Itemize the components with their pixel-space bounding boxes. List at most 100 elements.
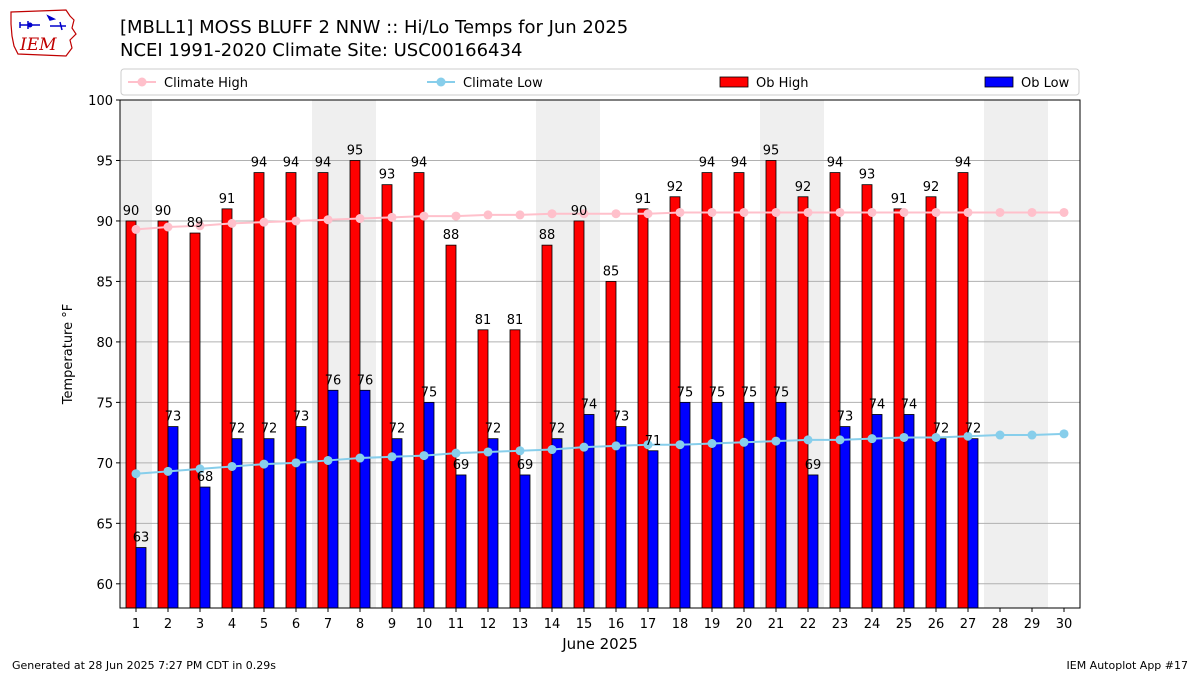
climate-low-point <box>707 439 717 449</box>
climate-low-point <box>323 455 333 465</box>
climate-low-line <box>135 432 1065 475</box>
ob-high-data-label: 92 <box>667 180 684 195</box>
ob-high-data-label: 81 <box>475 313 492 328</box>
ob-low-data-label: 74 <box>869 397 886 412</box>
ob-low-data-label: 72 <box>261 422 278 437</box>
ob-low-bar <box>807 474 819 609</box>
ob-high-data-label: 92 <box>923 180 940 195</box>
ob-high-bar <box>925 196 937 609</box>
ob-high-bar <box>221 208 233 609</box>
climate-low-point <box>675 440 685 450</box>
ob-low-bar <box>679 401 691 609</box>
ob-low-data-label: 75 <box>741 385 758 400</box>
x-tick-label: 21 <box>768 617 785 632</box>
ob-low-bar <box>295 426 307 609</box>
ob-high-bar <box>829 172 841 609</box>
y-tick-label: 90 <box>96 215 113 230</box>
ob-high-bar <box>189 232 201 609</box>
ob-low-bar <box>967 438 979 609</box>
ob-high-data-label: 92 <box>795 180 812 195</box>
climate-high-point <box>131 224 141 234</box>
climate-high-point <box>227 218 237 228</box>
climate-low-point <box>131 469 141 479</box>
ob-low-data-label: 69 <box>805 458 822 473</box>
logo-text: IEM <box>19 35 57 55</box>
ob-low-bar <box>519 474 531 609</box>
climate-high-point <box>611 209 621 219</box>
ob-high-data-label: 91 <box>219 192 236 207</box>
ob-high-bar <box>445 244 457 609</box>
x-tick-label: 3 <box>196 617 204 632</box>
ob-high-data-label: 94 <box>731 156 748 171</box>
ob-low-data-label: 74 <box>901 397 918 412</box>
ob-high-bar <box>765 160 777 609</box>
ob-high-data-label: 94 <box>283 156 300 171</box>
climate-high-point <box>291 216 301 226</box>
ob-high-data-label: 88 <box>539 228 556 243</box>
x-tick-label: 10 <box>416 617 433 632</box>
ob-low-bar <box>839 426 851 609</box>
ob-high-data-label: 94 <box>955 156 972 171</box>
ob-low-bar <box>391 438 403 609</box>
climate-low-point <box>931 432 941 442</box>
x-tick-label: 11 <box>448 617 465 632</box>
ob-low-bar <box>455 474 467 609</box>
climate-low-point <box>771 436 781 446</box>
climate-low-point <box>1059 429 1069 439</box>
ob-high-data-label: 85 <box>603 264 620 279</box>
ob-low-data-label: 72 <box>485 422 502 437</box>
x-tick-label: 22 <box>800 617 817 632</box>
x-tick-label: 12 <box>480 617 497 632</box>
ob-high-data-label: 88 <box>443 228 460 243</box>
ob-high-data-label: 94 <box>315 156 332 171</box>
climate-low-point <box>291 458 301 468</box>
legend-label: Ob Low <box>1021 76 1070 91</box>
ob-low-data-label: 75 <box>677 385 694 400</box>
ob-high-data-label: 93 <box>859 168 876 183</box>
ob-high-data-label: 91 <box>891 192 908 207</box>
legend: Climate High Climate Low Ob High Ob Low <box>120 68 1080 96</box>
y-tick-label: 95 <box>96 154 113 169</box>
ob-low-data-label: 68 <box>197 470 214 485</box>
y-tick-label: 100 <box>88 94 113 109</box>
y-tick-label: 85 <box>96 275 113 290</box>
climate-high-point <box>163 222 173 232</box>
app-credit: IEM Autoplot App #17 <box>1066 659 1189 672</box>
climate-high-point <box>867 207 877 217</box>
climate-high-point <box>1027 207 1037 217</box>
ob-low-data-label: 69 <box>453 458 470 473</box>
x-tick-label: 8 <box>356 617 364 632</box>
climate-low-point <box>803 435 813 445</box>
climate-low-point <box>483 447 493 457</box>
ob-high-data-label: 91 <box>635 192 652 207</box>
climate-high-point <box>355 214 365 224</box>
chart-title: [MBLL1] MOSS BLUFF 2 NNW :: Hi/Lo Temps … <box>120 17 629 38</box>
climate-low-point <box>163 466 173 476</box>
climate-low-point <box>355 453 365 463</box>
climate-low-point <box>451 448 461 458</box>
x-tick-label: 27 <box>960 617 977 632</box>
ob-high-data-label: 81 <box>507 313 524 328</box>
x-tick-label: 17 <box>640 617 657 632</box>
ob-low-bar <box>551 438 563 609</box>
x-tick-label: 25 <box>896 617 913 632</box>
legend-swatch <box>137 77 147 87</box>
ob-low-data-label: 76 <box>325 373 342 388</box>
climate-high-point <box>419 211 429 221</box>
climate-low-point <box>643 440 653 450</box>
climate-low-point <box>547 445 557 455</box>
legend-frame <box>120 68 1080 96</box>
y-axis-label: Temperature °F <box>61 304 76 405</box>
climate-high-point <box>995 207 1005 217</box>
weekend-shade <box>984 100 1048 608</box>
x-tick-label: 30 <box>1056 617 1073 632</box>
climate-high-point <box>963 207 973 217</box>
ob-low-bar <box>199 486 211 609</box>
ob-high-bar <box>381 184 393 609</box>
legend-swatch <box>436 77 446 87</box>
x-tick-label: 4 <box>228 617 236 632</box>
ob-low-data-label: 71 <box>645 434 662 449</box>
x-tick-label: 15 <box>576 617 593 632</box>
ob-low-bar <box>359 389 371 609</box>
